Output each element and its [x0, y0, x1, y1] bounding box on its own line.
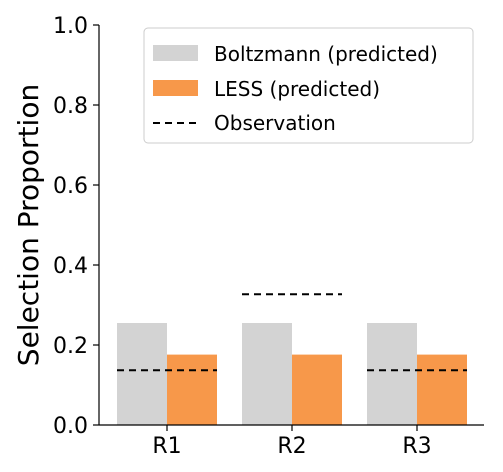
legend-swatch-boltzmann: [153, 45, 198, 61]
bars-group: [117, 323, 467, 425]
y-ticks-group: 0.0 0.2 0.4 0.6 0.8 1.0: [53, 14, 99, 439]
bar-less-r2: [292, 354, 342, 425]
y-tick-label-0: 0.0: [53, 414, 88, 439]
legend: Boltzmann (predicted) LESS (predicted) O…: [143, 27, 474, 144]
bar-less-r3: [417, 354, 467, 425]
y-tick-label-4: 0.8: [53, 94, 88, 119]
bar-less-r1: [167, 354, 217, 425]
observation-lines-group: [117, 293, 467, 372]
bar-boltzmann-r2: [242, 323, 292, 425]
legend-label-less: LESS (predicted): [214, 77, 380, 101]
x-tick-label-r3: R3: [402, 434, 431, 459]
legend-label-observation: Observation: [214, 111, 336, 135]
y-tick-label-1: 0.2: [53, 334, 88, 359]
x-tick-label-r2: R2: [277, 434, 306, 459]
legend-frame: [143, 27, 474, 144]
x-ticks-group: R1 R2 R3: [152, 425, 432, 459]
legend-label-boltzmann: Boltzmann (predicted): [214, 42, 438, 66]
y-tick-label-2: 0.4: [53, 254, 88, 279]
y-tick-label-5: 1.0: [53, 14, 88, 39]
x-tick-label-r1: R1: [152, 434, 181, 459]
bar-boltzmann-r3: [367, 323, 417, 425]
y-axis-label: Selection Proportion: [12, 84, 45, 366]
legend-swatch-less: [153, 80, 198, 96]
bar-boltzmann-r1: [117, 323, 167, 425]
y-tick-label-3: 0.6: [53, 174, 88, 199]
